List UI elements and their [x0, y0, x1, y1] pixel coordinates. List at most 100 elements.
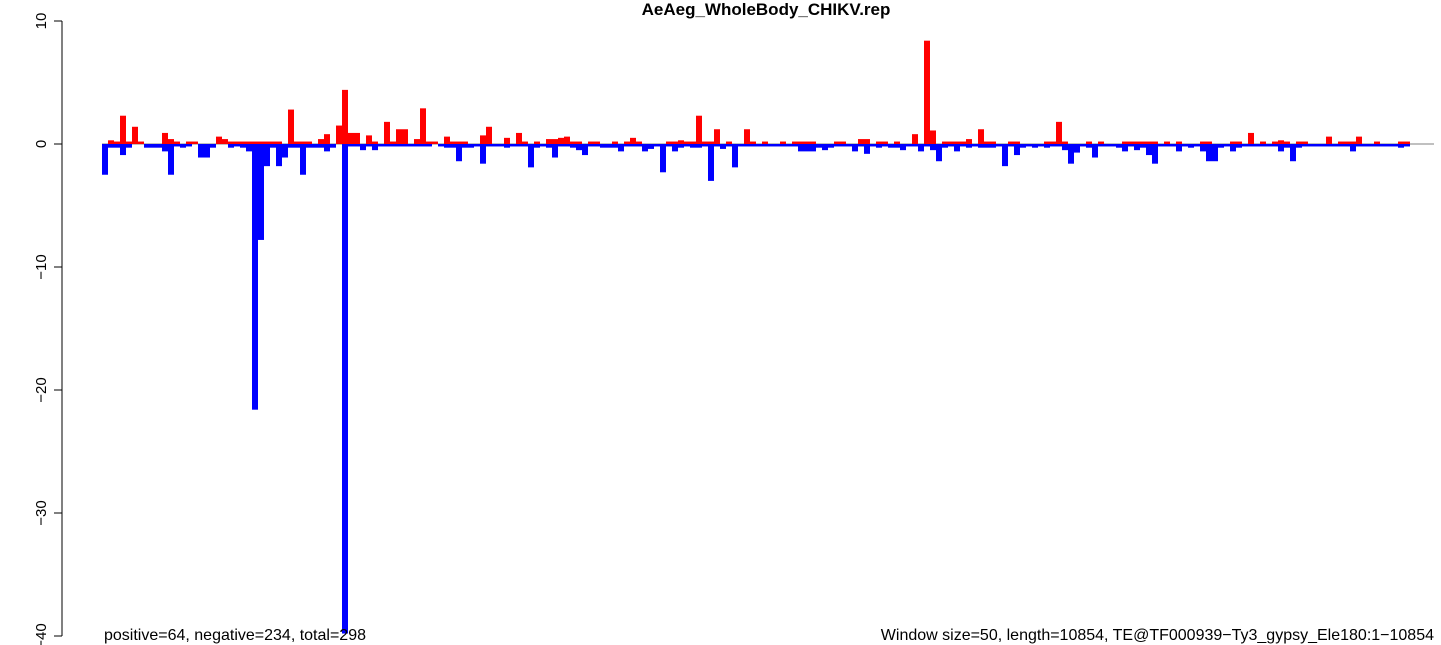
positive-bar	[612, 141, 618, 144]
negative-bar	[1182, 144, 1188, 147]
negative-bar	[120, 144, 126, 156]
negative-bar	[1152, 144, 1158, 164]
negative-bar	[1272, 144, 1278, 147]
positive-bar	[840, 141, 846, 144]
positive-bar	[162, 132, 168, 144]
negative-bar	[996, 144, 1002, 147]
negative-bar	[1038, 144, 1044, 147]
negative-bar	[1278, 144, 1284, 152]
positive-bar	[402, 129, 408, 144]
y-tick-label: 10	[33, 13, 50, 30]
positive-bar	[588, 141, 594, 144]
negative-bar	[948, 144, 954, 147]
negative-bar	[1374, 144, 1380, 147]
negative-bar	[516, 144, 522, 147]
negative-bar	[822, 144, 828, 151]
negative-bar	[912, 144, 918, 147]
negative-bar	[228, 144, 234, 148]
negative-bar	[186, 144, 192, 147]
footer-left-summary: positive=64, negative=234, total=298	[104, 627, 366, 644]
negative-bar	[402, 144, 408, 147]
negative-bar	[300, 144, 306, 175]
positive-bar	[894, 141, 900, 144]
negative-bar	[798, 144, 804, 152]
negative-bar	[756, 144, 762, 147]
positive-bar	[1326, 136, 1332, 144]
positive-bar	[1008, 141, 1014, 144]
negative-bar	[738, 144, 744, 147]
negative-bar	[1044, 144, 1050, 148]
negative-bar	[678, 144, 684, 148]
negative-bar	[786, 144, 792, 147]
positive-bar	[834, 141, 840, 144]
positive-bar	[798, 141, 804, 144]
positive-bar	[444, 136, 450, 144]
positive-bar	[630, 137, 636, 144]
positive-bar	[1404, 141, 1410, 144]
positive-bar	[1236, 141, 1242, 144]
positive-bar	[384, 121, 390, 144]
negative-bar	[840, 144, 846, 147]
negative-bar	[1026, 144, 1032, 147]
negative-bar	[1248, 144, 1254, 147]
chart-title: AeAeg_WholeBody_CHIKV.rep	[642, 0, 891, 19]
positive-bar	[132, 126, 138, 144]
negative-bar	[1050, 144, 1056, 147]
negative-bar	[1230, 144, 1236, 152]
negative-bar	[1086, 144, 1092, 148]
negative-bar	[378, 144, 384, 147]
positive-bar	[234, 141, 240, 144]
negative-bar	[732, 144, 738, 168]
negative-bar	[1332, 144, 1338, 147]
positive-bar	[192, 141, 198, 144]
negative-bar	[690, 144, 696, 148]
positive-bar	[1338, 141, 1344, 144]
negative-bar	[1122, 144, 1128, 152]
negative-bar	[990, 144, 996, 148]
positive-bar	[960, 141, 966, 144]
negative-bar	[954, 144, 960, 152]
positive-bar	[216, 136, 222, 144]
negative-bar	[1014, 144, 1020, 156]
negative-bar	[714, 144, 720, 147]
positive-bar	[270, 141, 276, 144]
negative-bar	[966, 144, 972, 148]
negative-bar	[180, 144, 186, 148]
negative-bar	[546, 144, 552, 148]
negative-bar	[312, 144, 318, 148]
negative-bar	[1338, 144, 1344, 147]
positive-bar	[420, 108, 426, 144]
positive-bar	[954, 141, 960, 144]
positive-bar	[522, 141, 528, 144]
negative-bar	[858, 144, 864, 147]
negative-bar	[984, 144, 990, 148]
negative-bar	[642, 144, 648, 152]
positive-bar	[930, 130, 936, 144]
negative-bar	[1116, 144, 1122, 148]
negative-bar	[282, 144, 288, 158]
negative-bar	[894, 144, 900, 148]
negative-bar	[1350, 144, 1356, 152]
negative-bar	[936, 144, 942, 162]
positive-bar	[306, 141, 312, 144]
negative-bar	[270, 144, 276, 148]
negative-bar	[1290, 144, 1296, 162]
negative-bar	[978, 144, 984, 148]
negative-bar	[1188, 144, 1194, 148]
negative-bar	[816, 144, 822, 148]
negative-bar	[492, 144, 498, 147]
negative-bar	[1404, 144, 1410, 147]
negative-bar	[204, 144, 210, 158]
positive-bar	[450, 141, 456, 144]
positive-bar	[696, 115, 702, 144]
positive-bar	[1164, 141, 1170, 144]
negative-bar	[558, 144, 564, 147]
negative-bar	[648, 144, 654, 149]
negative-bar	[330, 144, 336, 148]
negative-bar	[108, 144, 114, 148]
negative-bar	[1368, 144, 1374, 147]
negative-bar	[234, 144, 240, 147]
negative-bar	[1134, 144, 1140, 151]
negative-bar	[258, 144, 264, 240]
footer-right-summary: Window size=50, length=10854, TE@TF00093…	[881, 627, 1434, 644]
